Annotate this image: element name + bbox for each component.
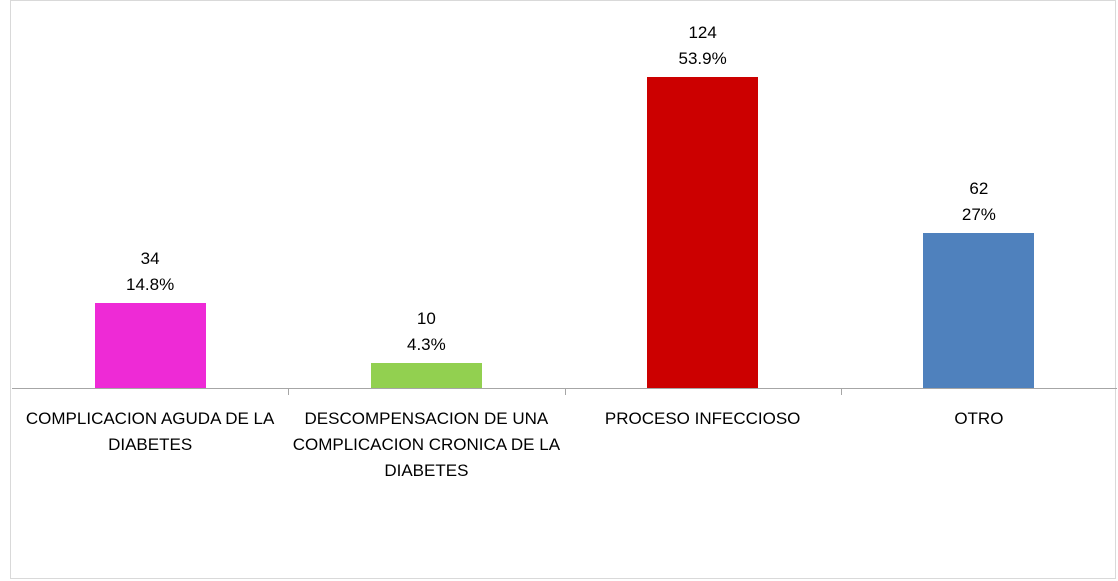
value-label: 124 [688, 23, 717, 43]
category-tick [840, 388, 842, 395]
bar [647, 77, 759, 388]
percent-label: 27% [961, 204, 996, 224]
percent-label: 53.9% [678, 49, 727, 69]
percent-label: 14.8% [126, 274, 175, 294]
x-tick-label: COMPLICACION AGUDA DE LA DIABETES [25, 409, 275, 454]
value-label: 62 [969, 178, 989, 198]
bar [94, 302, 206, 388]
x-tick-label: DESCOMPENSACION DE UNA COMPLICACION CRON… [292, 409, 561, 480]
bar [370, 362, 482, 388]
value-label: 34 [140, 248, 160, 268]
chart-frame [10, 0, 1116, 579]
value-label: 10 [416, 308, 436, 328]
category-tick [564, 388, 566, 395]
category-tick [288, 388, 290, 395]
x-tick-label: PROCESO INFECCIOSO [604, 409, 801, 428]
percent-label: 4.3% [407, 334, 446, 354]
x-tick-label: OTRO [954, 409, 1004, 428]
bar [923, 232, 1035, 388]
